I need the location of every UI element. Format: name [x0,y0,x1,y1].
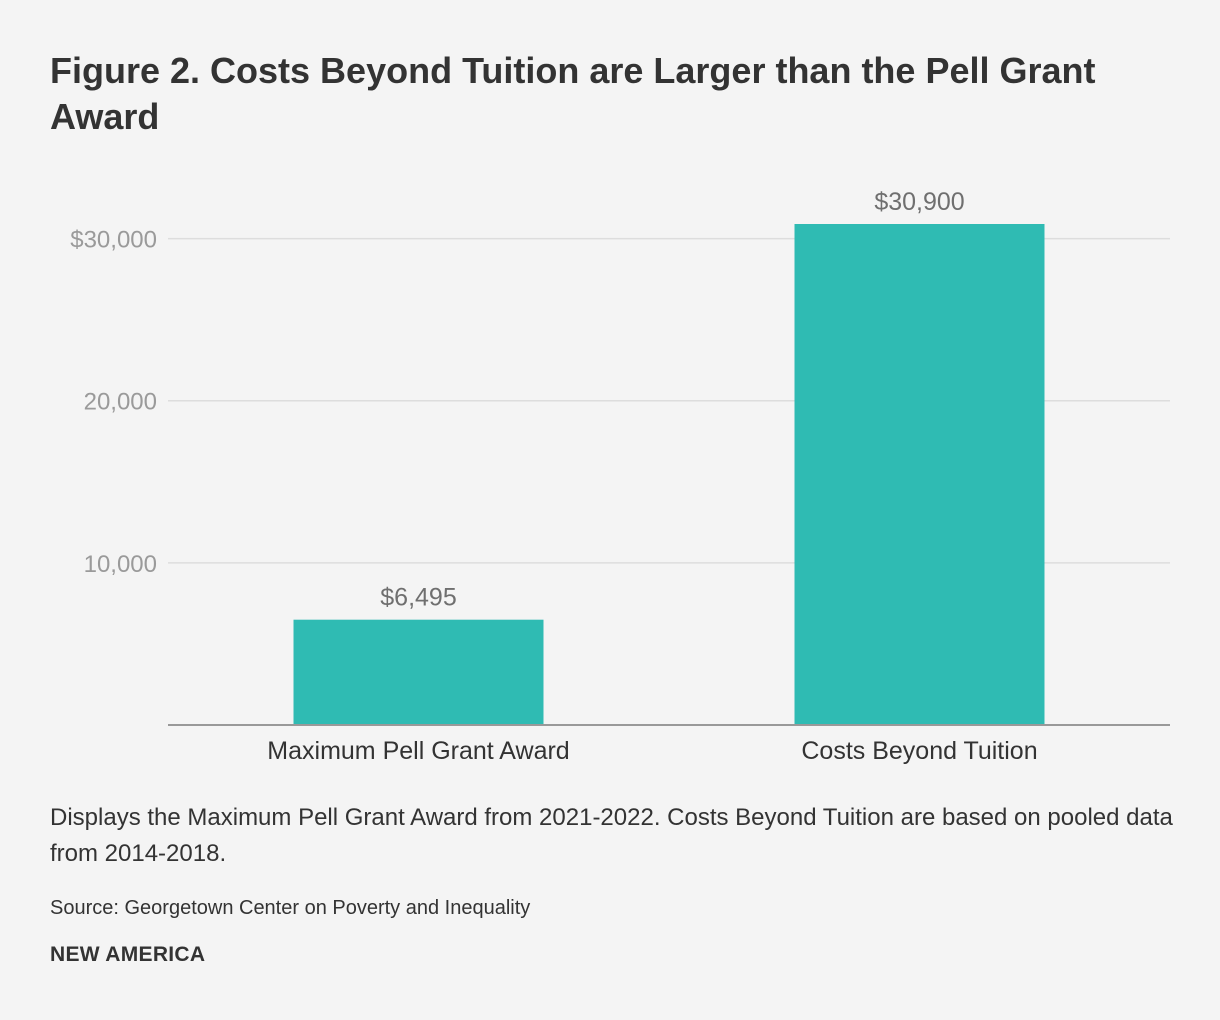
brand-logo-text: NEW AMERICA [50,943,206,966]
y-tick-label: $30,000 [70,227,157,254]
x-category-label: Costs Beyond Tuition [801,737,1037,765]
y-tick-label: 20,000 [84,389,157,416]
bar-chart: 10,000 20,000 $30,000 $6,495 Maximum Pell Gr… [70,188,1170,765]
bar [293,619,544,725]
chart-note: Displays the Maximum Pell Grant Award fr… [50,804,1173,867]
bar [794,224,1045,725]
bar-value-label: $30,900 [874,188,964,216]
x-category-label: Maximum Pell Grant Award [267,737,569,765]
chart-source: Source: Georgetown Center on Poverty and… [50,897,531,919]
bar-value-label: $6,495 [380,584,456,612]
chart-title: Figure 2. Costs Beyond Tuition are Large… [50,50,1096,137]
y-tick-label: 10,000 [84,551,157,578]
